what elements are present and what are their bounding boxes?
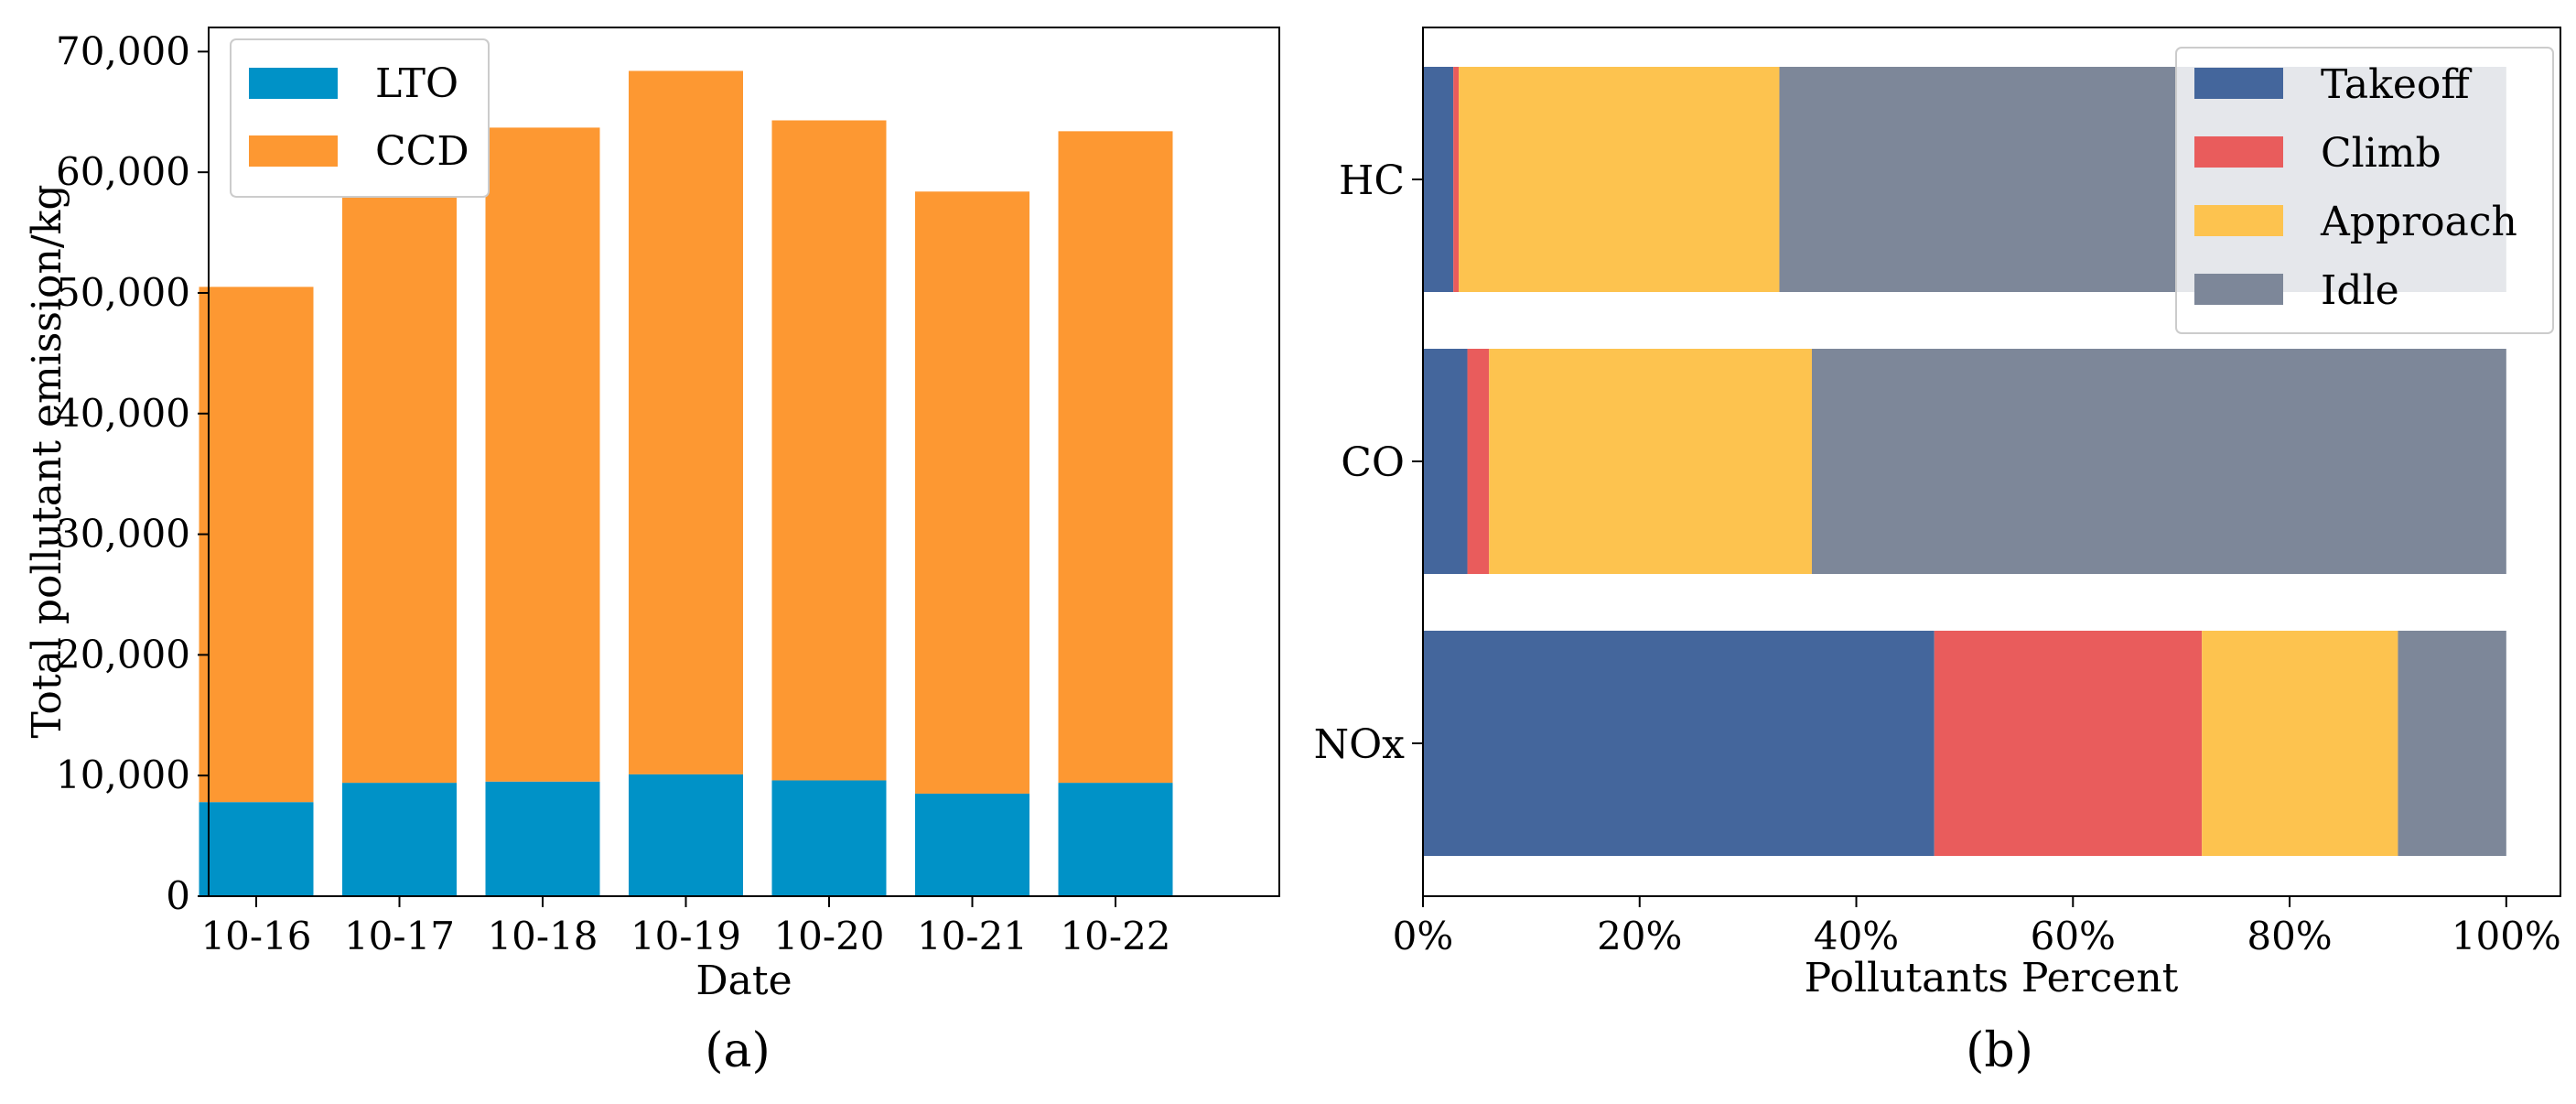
chart-b-x-axis: 0% 20% 40% 60% 80% 100% — [1393, 896, 2561, 958]
legend-swatch-lto — [249, 68, 338, 99]
bar-climb-co — [1467, 349, 1490, 574]
x-tick-label: 10-18 — [487, 914, 598, 958]
y-tick-label: 60,000 — [56, 149, 190, 194]
bar-idle-co — [1811, 349, 2506, 574]
chart-a-frame — [208, 27, 1280, 897]
x-tick-label: 20% — [1597, 914, 1682, 958]
x-tick-label: 40% — [1814, 914, 1899, 958]
bar-takeoff-hc — [1423, 67, 1454, 292]
bar-climb-nox — [1934, 631, 2203, 856]
chart-b-xlabel: Pollutants Percent — [1805, 955, 2179, 1001]
y-tick-label: 0 — [166, 873, 190, 918]
bar-climb-hc — [1453, 67, 1460, 292]
bar-ccd-10-20 — [771, 120, 887, 781]
bar-takeoff-co — [1423, 349, 1468, 574]
chart-b-legend-box — [2175, 47, 2554, 334]
legend-label-climb: Climb — [2321, 130, 2441, 177]
bar-ccd-10-22 — [1058, 131, 1173, 784]
x-tick-label: 10-22 — [1060, 914, 1170, 958]
legend-label-ccd: CCD — [375, 128, 469, 175]
legend-swatch-takeoff — [2194, 68, 2283, 99]
legend-swatch-approach — [2194, 205, 2283, 236]
chart-b-legend: Takeoff Climb Approach Idle — [2175, 47, 2554, 334]
chart-a-x-axis: 10-16 10-17 10-18 10-19 10-20 10-21 10-22 — [200, 896, 1171, 958]
chart-a-ylabel: Total pollutant emission/kg — [24, 185, 70, 739]
chart-a: 0 10,000 20,000 30,000 40,000 50,000 60,000 70,… — [24, 27, 1280, 1078]
chart-a-bars — [199, 70, 1173, 896]
chart-b-y-axis: HC CO NOx — [1314, 157, 1423, 768]
legend-label-approach: Approach — [2320, 199, 2517, 245]
chart-a-legend: LTO CCD — [230, 38, 490, 198]
bar-lto-10-21 — [915, 793, 1029, 896]
chart-b: HC CO NOx 0% 20% 40% 60% 80% 100% Pollutants Pe… — [1314, 27, 2561, 1078]
chart-a-y-axis: 0 10,000 20,000 30,000 40,000 50,000 60,000 70,… — [56, 28, 209, 918]
x-tick-label: 10-19 — [631, 914, 741, 958]
x-tick-label: 60% — [2031, 914, 2116, 958]
bar-idle-nox — [2398, 631, 2506, 856]
chart-b-panel-label: (b) — [1966, 1023, 2033, 1078]
y-tick-label: 70,000 — [56, 28, 190, 73]
y-tick-label: 40,000 — [56, 391, 190, 436]
legend-label-takeoff: Takeoff — [2321, 61, 2472, 108]
x-tick-label: 10-17 — [344, 914, 455, 958]
legend-label-idle: Idle — [2321, 267, 2399, 314]
legend-swatch-climb — [2194, 136, 2283, 168]
legend-label-lto: LTO — [375, 60, 458, 107]
bar-ccd-10-19 — [629, 70, 743, 774]
bar-takeoff-nox — [1423, 631, 1935, 856]
y-tick-label: 30,000 — [56, 512, 190, 557]
bar-lto-10-18 — [485, 781, 600, 896]
x-tick-label: 100% — [2452, 914, 2561, 958]
bar-ccd-10-17 — [342, 132, 457, 784]
y-tick-label: HC — [1339, 157, 1405, 204]
y-tick-label: 50,000 — [56, 270, 190, 315]
bar-lto-10-19 — [629, 774, 743, 896]
x-tick-label: 80% — [2247, 914, 2332, 958]
bar-lto-10-17 — [342, 783, 457, 896]
x-tick-label: 10-21 — [917, 914, 1028, 958]
bar-approach-nox — [2202, 631, 2398, 856]
x-tick-label: 10-20 — [773, 914, 884, 958]
bar-lto-10-20 — [771, 780, 887, 896]
y-tick-label: 20,000 — [56, 632, 190, 676]
legend-swatch-ccd — [249, 135, 338, 167]
x-tick-label: 0% — [1393, 914, 1454, 958]
bar-ccd-10-18 — [485, 127, 600, 782]
bar-ccd-10-16 — [199, 287, 314, 803]
bar-approach-co — [1489, 349, 1812, 574]
bar-lto-10-16 — [199, 802, 314, 896]
x-tick-label: 10-16 — [200, 914, 311, 958]
bar-ccd-10-21 — [915, 191, 1029, 794]
chart-a-xlabel: Date — [695, 958, 792, 1004]
y-tick-label: 10,000 — [56, 752, 190, 797]
y-tick-label: CO — [1341, 439, 1405, 486]
bar-approach-hc — [1459, 67, 1780, 292]
legend-swatch-idle — [2194, 274, 2283, 305]
chart-a-panel-label: (a) — [705, 1023, 771, 1078]
y-tick-label: NOx — [1314, 721, 1406, 768]
bar-lto-10-22 — [1058, 783, 1173, 896]
